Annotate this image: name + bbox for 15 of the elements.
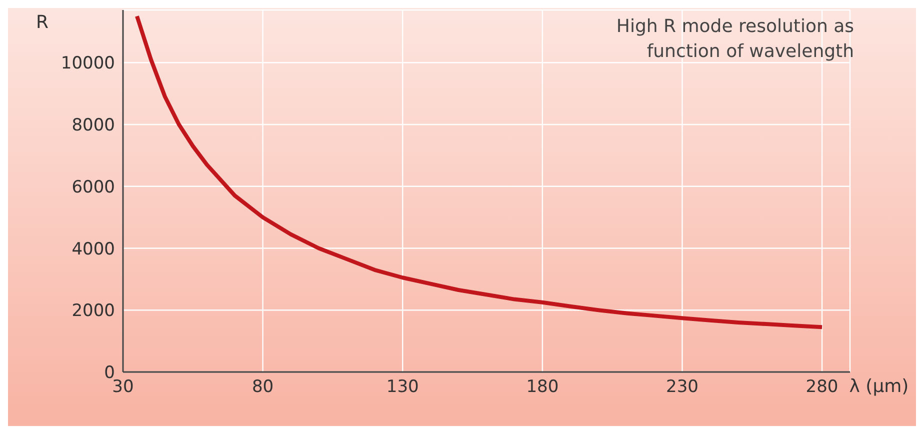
x-tick-label: 180 [526, 377, 559, 398]
x-tick-label: 80 [252, 377, 274, 398]
y-tick-label: 6000 [72, 177, 115, 198]
y-tick-label: 8000 [72, 116, 115, 136]
y-tick-label: 2000 [72, 301, 115, 322]
y-axis-title: R [36, 12, 49, 33]
x-tick-label: 230 [666, 377, 698, 398]
text: High R mode resolution as function of wavelength [615, 15, 854, 64]
x-axis-title: λ (μm) [848, 376, 910, 398]
y-tick-label: 0 [104, 363, 115, 384]
y-tick-label: 4000 [72, 239, 115, 260]
x-tick-label: 30 [112, 377, 134, 398]
y-tick-label: 10000 [60, 54, 115, 74]
x-tick-label: 130 [386, 377, 419, 398]
x-tick-label: 280 [806, 377, 838, 398]
